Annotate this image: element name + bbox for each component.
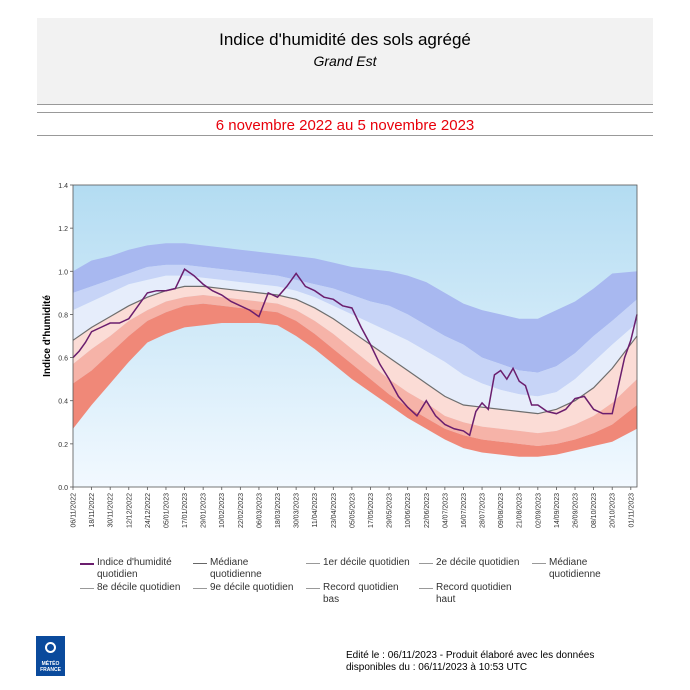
y-tick-label: 0.0 — [58, 485, 68, 492]
x-tick-label: 30/03/2023 — [294, 493, 301, 528]
y-axis-label: Indice d'humidité — [42, 295, 53, 377]
legend-swatch — [80, 563, 94, 565]
legend-label: 9e décile quotidien — [210, 582, 294, 593]
x-tick-label: 08/10/2023 — [591, 493, 598, 528]
y-tick-label: 1.4 — [58, 183, 68, 190]
x-tick-label: 20/10/2023 — [610, 493, 617, 528]
legend-swatch — [419, 563, 433, 564]
x-tick-label: 26/09/2023 — [573, 493, 580, 528]
legend-swatch — [532, 563, 546, 564]
title-panel: Indice d'humidité des sols agrégé Grand … — [37, 18, 653, 105]
legend-label: Record quotidien bas — [323, 582, 399, 605]
y-tick-label: 0.8 — [58, 312, 68, 319]
x-tick-label: 06/03/2023 — [256, 493, 263, 528]
legend-swatch — [419, 588, 433, 589]
x-tick-label: 22/02/2023 — [238, 493, 245, 528]
footer-note: Edité le : 06/11/2023 - Produit élaboré … — [346, 650, 646, 674]
x-tick-label: 23/04/2023 — [331, 493, 338, 528]
footer-line-1: Edité le : 06/11/2023 - Produit élaboré … — [346, 650, 595, 661]
divider-top — [37, 112, 653, 113]
x-tick-label: 01/11/2023 — [628, 493, 635, 528]
y-tick-label: 1.2 — [58, 226, 68, 233]
band-d2-d1 — [73, 295, 637, 447]
index-line — [72, 268, 638, 437]
legend-label: Record quotidien haut — [436, 582, 512, 605]
x-tick-label: 06/11/2022 — [71, 493, 78, 528]
plot-frame — [72, 184, 638, 488]
band-median-d2 — [73, 286, 637, 434]
x-tick-label: 29/05/2023 — [387, 493, 394, 528]
legend-label: 2e décile quotidien — [436, 557, 520, 568]
band-d8-median — [73, 275, 637, 414]
band-d1-record-low — [73, 303, 637, 457]
x-tick-label: 11/04/2023 — [312, 493, 319, 528]
x-tick-label: 17/05/2023 — [368, 493, 375, 528]
logo-text: MÉTÉO FRANCE — [40, 661, 61, 673]
x-tick-label: 24/12/2022 — [145, 493, 152, 528]
x-tick-label: 18/11/2022 — [89, 493, 96, 528]
legend-swatch — [80, 588, 94, 589]
x-tick-label: 28/07/2023 — [480, 493, 487, 528]
legend-label: 8e décile quotidien — [97, 582, 181, 593]
legend-label: 1er décile quotidien — [323, 557, 410, 568]
x-tick-label: 12/12/2022 — [126, 493, 133, 528]
meteo-france-logo: MÉTÉO FRANCE — [36, 636, 65, 676]
band-d9-d8 — [73, 264, 637, 397]
x-tick-label: 10/06/2023 — [405, 493, 412, 528]
legend-label: Indice d'humidité quotidien — [97, 557, 172, 580]
y-tick-label: 0.6 — [58, 356, 68, 363]
period-label: 6 novembre 2022 au 5 novembre 2023 — [215, 117, 475, 134]
x-tick-label: 05/05/2023 — [349, 493, 356, 528]
divider-bottom — [37, 135, 653, 136]
x-tick-label: 30/11/2022 — [108, 493, 115, 528]
x-tick-label: 05/01/2023 — [163, 493, 170, 528]
x-tick-label: 02/09/2023 — [535, 493, 542, 528]
legend-swatch — [193, 588, 207, 589]
chart-title: Indice d'humidité des sols agrégé — [219, 30, 471, 49]
legend-swatch — [306, 563, 320, 564]
x-tick-label: 14/09/2023 — [554, 493, 561, 528]
legend-swatch — [306, 588, 320, 589]
x-tick-label: 10/02/2023 — [219, 493, 226, 528]
x-tick-label: 17/01/2023 — [182, 493, 189, 528]
x-tick-label: 21/08/2023 — [517, 493, 524, 528]
y-tick-label: 1.0 — [58, 269, 68, 276]
x-tick-label: 18/03/2023 — [275, 493, 282, 528]
y-tick-label: 0.4 — [58, 399, 68, 406]
chart-subtitle: Grand Est — [313, 53, 377, 69]
x-tick-label: 16/07/2023 — [461, 493, 468, 528]
logo-emblem-icon — [45, 642, 56, 653]
x-tick-label: 22/06/2023 — [424, 493, 431, 528]
legend-swatch — [193, 563, 207, 564]
x-tick-label: 09/08/2023 — [498, 493, 505, 528]
legend-label: Médiane quotidienne — [549, 557, 601, 580]
humidity-chart: 0.0 0.2 0.4 0.6 0.8 1.0 1.2 1.4 Indice d'humidit… — [42, 183, 638, 528]
x-tick-label: 04/07/2023 — [442, 493, 449, 528]
y-tick-label: 0.2 — [58, 442, 68, 449]
band-record-high-d9 — [73, 243, 637, 373]
x-tick-label: 29/01/2023 — [201, 493, 208, 528]
legend-label: Médiane quotidienne — [210, 557, 262, 580]
footer-line-2: disponibles du : 06/11/2023 à 10:53 UTC — [346, 662, 528, 673]
